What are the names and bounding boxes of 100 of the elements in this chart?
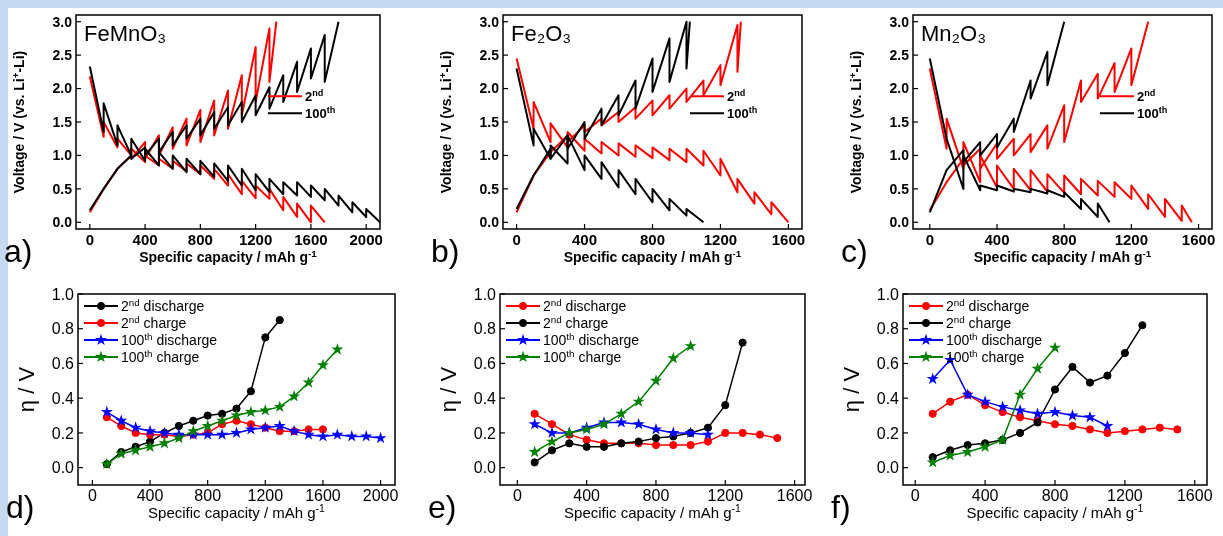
y-axis-title: η / V	[436, 366, 461, 413]
x-tick-label: 800	[187, 231, 213, 248]
legend-label: 100$^{th}$	[305, 104, 336, 121]
legend-label: 100$^{th}$ discharge	[946, 330, 1043, 348]
y-tick-label: 1.0	[51, 285, 75, 303]
y-axis-title: η / V	[839, 366, 864, 413]
legend-label: 100$^{th}$	[1137, 104, 1168, 121]
y-tick-label: 0.2	[51, 424, 75, 442]
y-tick-label: 0.4	[51, 389, 75, 407]
x-tick-label: 1600	[771, 231, 806, 248]
y-tick-label: 0.6	[51, 355, 75, 373]
x-tick-label: 1200	[1107, 487, 1143, 504]
x-tick-label: 800	[1041, 487, 1069, 504]
text: d)	[6, 489, 35, 525]
y-tick-label: 1.0	[479, 147, 500, 164]
x-tick-label: 800	[194, 487, 222, 504]
legend-label: 100$^{th}$ charge	[543, 347, 622, 365]
x-axis-title: Specific capacity / mAh g$^{-1}$	[973, 247, 1152, 265]
y-tick-label: 0.4	[876, 389, 900, 407]
legend-label: 2$^{nd}$	[727, 87, 746, 104]
legend-label: 100$^{th}$ discharge	[543, 330, 640, 348]
x-tick-label: 2000	[362, 487, 399, 504]
x-tick-label: 400	[572, 231, 598, 248]
y-tick-label: 0.8	[876, 320, 900, 338]
legend-label: 100$^{th}$ charge	[946, 347, 1025, 365]
chart-title: Fe₂O₃	[511, 21, 572, 46]
y-tick-label: 0.0	[51, 459, 75, 477]
x-axis-title: Specific capacity / mAh g$^{-1}$	[139, 247, 318, 265]
x-tick-label: 400	[971, 487, 999, 504]
text: b)	[431, 233, 460, 269]
legend-label: 100$^{th}$ discharge	[121, 330, 218, 348]
y-tick-label: 3.0	[52, 13, 73, 30]
x-axis-title: Specific capacity / mAh g$^{-1}$	[966, 502, 1144, 521]
y-tick-label: 0.6	[473, 355, 497, 373]
x-tick-label: 1200	[238, 231, 273, 248]
x-tick-label: 0	[512, 231, 521, 248]
x-tick-label: 0	[512, 487, 522, 504]
x-tick-label: 0	[85, 231, 94, 248]
legend-label: 2$^{nd}$ discharge	[946, 296, 1030, 314]
y-tick-label: 0.5	[479, 180, 500, 197]
text: a)	[4, 233, 33, 269]
y-tick-label: 0.2	[473, 424, 497, 442]
y-tick-label: 1.5	[52, 113, 73, 130]
x-tick-label: 0	[925, 231, 934, 248]
y-tick-label: 1.0	[473, 285, 497, 303]
y-tick-label: 2.5	[52, 47, 73, 64]
x-tick-label: 800	[639, 231, 666, 248]
x-tick-label: 1600	[776, 487, 813, 504]
x-tick-label: 1200	[707, 487, 744, 504]
text: c)	[841, 233, 868, 269]
x-axis-title: Specific capacity / mAh g$^{-1}$	[148, 502, 326, 521]
x-tick-label: 1600	[1176, 487, 1213, 504]
y-axis-title: η / V	[14, 366, 39, 413]
y-tick-label: 0.0	[473, 459, 497, 477]
y-tick-label: 0.0	[876, 459, 900, 477]
x-tick-label: 800	[642, 487, 670, 504]
x-tick-label: 800	[1051, 231, 1077, 248]
y-tick-label: 1.5	[889, 113, 910, 130]
y-tick-label: 3.0	[479, 13, 500, 30]
y-tick-label: 2.0	[479, 80, 500, 97]
chart-title: Mn₂O₃	[921, 21, 987, 46]
y-tick-label: 0.4	[473, 389, 497, 407]
legend-label: 2$^{nd}$ charge	[543, 313, 609, 331]
y-tick-label: 3.0	[889, 13, 910, 30]
legend-label: 2$^{nd}$ discharge	[121, 296, 205, 314]
x-tick-label: 1600	[294, 231, 328, 248]
x-tick-label: 400	[984, 231, 1010, 248]
y-tick-label: 1.0	[876, 285, 900, 303]
y-tick-label: 0.0	[479, 214, 500, 231]
x-tick-label: 2000	[349, 231, 383, 248]
legend-label: 100$^{th}$	[727, 104, 758, 121]
x-tick-label: 400	[132, 231, 158, 248]
y-tick-label: 0.8	[51, 320, 75, 338]
x-tick-label: 400	[573, 487, 601, 504]
y-tick-label: 2.5	[889, 47, 910, 64]
text: f)	[831, 489, 851, 525]
y-tick-label: 0.0	[889, 214, 910, 231]
chart-title: FeMnO₃	[84, 21, 167, 46]
y-tick-label: 0.5	[889, 180, 910, 197]
y-tick-label: 0.2	[876, 424, 900, 442]
x-tick-label: 1600	[1181, 231, 1216, 248]
y-tick-label: 1.0	[889, 147, 910, 164]
x-axis-title: Specific capacity / mAh g$^{-1}$	[563, 247, 742, 265]
legend-label: 2$^{nd}$ discharge	[543, 296, 627, 314]
legend-label: 2$^{nd}$	[305, 87, 324, 104]
legend-label: 2$^{nd}$	[1137, 87, 1156, 104]
legend-label: 2$^{nd}$ charge	[121, 313, 187, 331]
x-tick-label: 1600	[305, 487, 341, 504]
x-tick-label: 0	[910, 487, 920, 504]
y-tick-label: 0.0	[52, 214, 73, 231]
y-tick-label: 1.5	[479, 113, 500, 130]
y-tick-label: 2.0	[889, 80, 910, 97]
legend-label: 100$^{th}$ charge	[121, 347, 200, 365]
x-axis-title: Specific capacity / mAh g$^{-1}$	[564, 502, 742, 521]
text: e)	[428, 489, 457, 525]
y-tick-label: 2.5	[479, 47, 500, 64]
x-tick-label: 1200	[703, 231, 738, 248]
x-tick-label: 400	[136, 487, 164, 504]
y-tick-label: 0.5	[52, 180, 73, 197]
legend-label: 2$^{nd}$ charge	[946, 313, 1012, 331]
